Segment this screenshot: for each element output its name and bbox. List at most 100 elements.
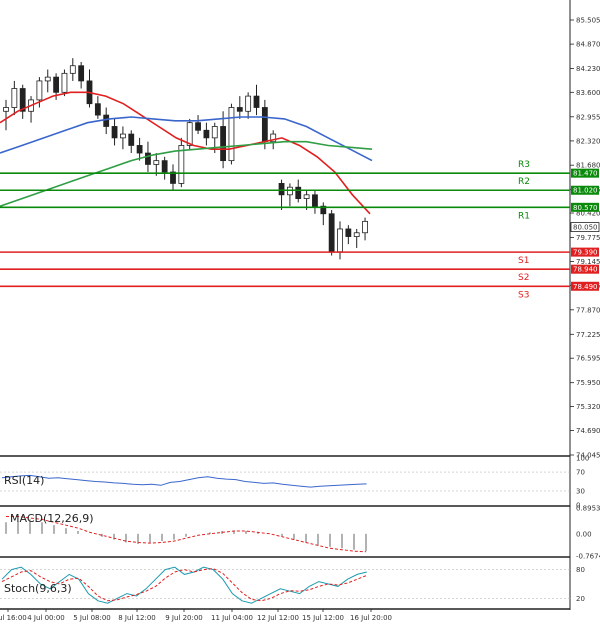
pivot-price-label: 79.390 — [573, 249, 598, 257]
pivot-price-tag-r1 — [571, 202, 599, 212]
candle-body — [345, 228, 352, 237]
pivot-price-label: 81.470 — [573, 170, 598, 178]
candle-body — [220, 126, 227, 162]
time-tick-label: 12 Jul 12:00 — [257, 614, 299, 622]
rsi-tick-label: 30 — [576, 487, 585, 495]
price-tick-label: 76.595 — [576, 355, 600, 363]
candle-body — [19, 88, 26, 112]
time-tick-label: 16 Jul 20:00 — [350, 614, 392, 622]
candle-body — [320, 205, 327, 215]
stoch-d-line — [1, 568, 367, 602]
stoch-k-line — [1, 566, 367, 604]
price-tick-label: 84.230 — [576, 65, 600, 73]
macd-signal-line — [6, 516, 367, 553]
candle-body — [61, 72, 68, 93]
candle-body — [278, 183, 285, 196]
pivot-price-tag-s1 — [571, 247, 599, 257]
stoch-tick-label: 20 — [576, 595, 585, 603]
time-tick-label: 8 Jul 12:00 — [118, 614, 156, 622]
price-tick-label: 81.680 — [576, 162, 600, 170]
candle-body — [228, 107, 235, 162]
candle-body — [111, 126, 118, 139]
rsi-tick-label: 0 — [576, 502, 580, 510]
candle-body — [53, 76, 59, 93]
candle-body — [11, 88, 18, 108]
candle-body — [136, 145, 143, 154]
pivot-price-label: 80.570 — [573, 204, 598, 212]
pivot-name-label: R1 — [518, 211, 530, 221]
price-tick-label: 82.320 — [576, 137, 600, 145]
pivot-price-tag-s2 — [571, 264, 599, 274]
pivot-price-label: 78.490 — [573, 283, 598, 291]
price-tick-label: 79.775 — [576, 234, 600, 242]
time-tick-label: 3 Jul 16:00 — [0, 614, 27, 622]
pivot-name-label: R2 — [518, 177, 530, 187]
candle-body — [3, 107, 9, 112]
pivot-name-label: S3 — [518, 290, 529, 300]
candle-body — [186, 122, 193, 146]
macd-tick-label: 0.8953 — [576, 505, 600, 513]
time-tick-label: 9 Jul 20:00 — [165, 614, 203, 622]
candle-body — [303, 194, 310, 199]
price-tick-label: 80.420 — [576, 210, 600, 218]
macd-label: MACD(12,26,9) — [10, 512, 94, 525]
pivot-name-label: S2 — [518, 273, 529, 283]
stoch-label: Stoch(9,6,3) — [4, 582, 72, 595]
candle-body — [362, 220, 368, 234]
rsi-label: RSI(14) — [4, 474, 44, 487]
moving-average-line-fast — [0, 91, 371, 215]
candle-body — [161, 160, 168, 173]
time-tick-label: 4 Jul 00:00 — [27, 614, 65, 622]
pivot-price-tag-s3 — [571, 281, 599, 291]
pivot-price-tag-r2 — [571, 185, 599, 195]
candle-body — [145, 152, 151, 165]
price-tick-label: 82.955 — [576, 113, 600, 121]
moving-average-line-medium — [0, 116, 373, 162]
time-tick-label: 15 Jul 12:00 — [302, 614, 344, 622]
price-tick-label: 77.870 — [576, 306, 600, 314]
pivot-price-label: 78.940 — [573, 266, 598, 274]
candle-body — [211, 126, 218, 139]
price-tick-label: 75.320 — [576, 403, 600, 411]
price-tick-label: 77.225 — [576, 331, 600, 339]
candle-body — [36, 80, 43, 101]
rsi-line — [1, 474, 367, 488]
price-tick-label: 83.600 — [576, 89, 600, 97]
candle-body — [236, 107, 243, 112]
candle-body — [337, 228, 343, 253]
candle-body — [253, 95, 260, 108]
pivot-price-label: 81.020 — [573, 187, 598, 195]
candle-body — [170, 171, 176, 184]
price-tick-label: 74.045 — [576, 452, 600, 460]
candle-body — [328, 213, 335, 253]
candle-body — [120, 133, 126, 139]
moving-average-line-slow — [0, 140, 373, 207]
candle-body — [128, 133, 135, 146]
candle-body — [195, 122, 201, 131]
current-price-tag — [570, 222, 600, 232]
price-tick-label: 74.690 — [576, 427, 600, 435]
candle-body — [103, 114, 110, 127]
price-tick-label: 84.870 — [576, 41, 600, 49]
candle-body — [261, 107, 268, 143]
candle-body — [270, 133, 277, 143]
candle-body — [44, 76, 51, 82]
candle-body — [178, 145, 185, 184]
candle-body — [353, 232, 360, 237]
price-tick-label: 75.950 — [576, 379, 600, 387]
rsi-tick-label: 70 — [576, 469, 585, 477]
candle-body — [94, 103, 101, 116]
rsi-tick-label: 100 — [576, 455, 589, 463]
time-tick-label: 5 Jul 08:00 — [73, 614, 111, 622]
price-tick-label: 79.145 — [576, 258, 600, 266]
macd-tick-label: -0.7674 — [576, 553, 600, 561]
candle-body — [78, 65, 85, 82]
pivot-name-label: S1 — [518, 256, 529, 266]
pivot-price-tag-r3 — [571, 168, 599, 178]
pivot-name-label: R3 — [518, 160, 530, 170]
time-tick-label: 11 Jul 04:00 — [211, 614, 253, 622]
candle-body — [69, 65, 76, 74]
candle-body — [203, 129, 210, 139]
price-tick-label: 85.505 — [576, 17, 600, 25]
